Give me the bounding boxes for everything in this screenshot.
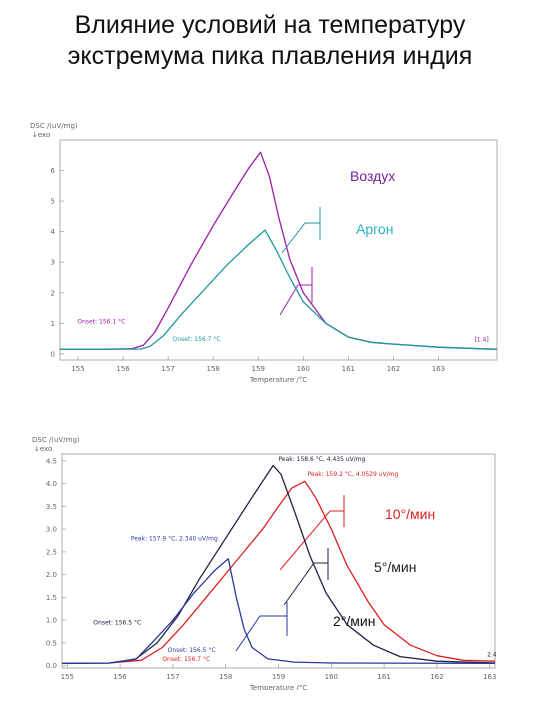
slide-title: Влияние условий на температуру экстремум… [0, 10, 540, 72]
legend-leader-line [279, 284, 312, 316]
x-tick-label: 158 [206, 365, 219, 373]
series-label: 10°/мин [385, 506, 435, 522]
series-label: 5°/мин [374, 559, 416, 575]
point-annotation: 2.4 [487, 652, 497, 659]
series-line [60, 151, 498, 350]
x-tick-label: 163 [483, 673, 496, 681]
x-axis-label: Temperature /°C [249, 684, 307, 690]
x-tick-label: 161 [377, 673, 390, 681]
exo-direction-label: ↓exo [32, 131, 50, 139]
point-annotation: Peak: 159.2 °C, 4.0529 uV/mg [308, 471, 399, 478]
x-tick-label: 161 [342, 365, 355, 373]
x-tick-label: 159 [272, 673, 285, 681]
x-tick-label: 156 [116, 365, 130, 373]
series-label: Аргон [356, 221, 393, 237]
point-annotation: Onset: 156.7 °C [173, 336, 221, 343]
y-tick-label: 1.5 [46, 594, 57, 602]
y-tick-label: 2.0 [46, 571, 57, 579]
y-tick-label: 3 [51, 259, 55, 267]
legend-leader-line [235, 615, 287, 652]
legend-leader-line [283, 562, 328, 606]
x-tick-label: 156 [113, 673, 127, 681]
y-tick-label: 4 [51, 228, 56, 236]
x-tick-label: 158 [219, 673, 232, 681]
x-tick-label: 155 [61, 673, 74, 681]
x-tick-label: 157 [166, 673, 179, 681]
point-annotation: Onset: 156.7 °C [162, 656, 210, 663]
y-tick-label: 0.0 [46, 662, 57, 670]
slide-title-line-1: Влияние условий на температуру [74, 11, 466, 39]
series-line [60, 229, 498, 350]
x-tick-label: 160 [325, 673, 338, 681]
exo-direction-label: ↓exo [34, 445, 52, 453]
y-tick-label: 6 [51, 167, 56, 175]
series-line [61, 480, 496, 665]
y-tick-label: 1.0 [46, 617, 57, 625]
x-tick-label: 159 [252, 365, 265, 373]
point-annotation: [1.4] [474, 337, 488, 344]
y-tick-label: 4.0 [46, 480, 57, 488]
plot-frame [61, 453, 496, 669]
point-annotation: Onset: 156.5 °C [168, 647, 216, 654]
x-tick-label: 160 [297, 365, 310, 373]
x-tick-label: 162 [430, 673, 443, 681]
dsc-chart-atmosphere: 0 1 2 3 4 5 6 155 156 157 158 159 160 161 162 163 DSC /(… [30, 122, 498, 384]
slide-title-line-2: экстремума пика плавления индия [67, 42, 473, 70]
legend-leader-line [281, 222, 320, 254]
point-annotation: Onset: 156.5 °C [93, 620, 141, 627]
x-tick-label: 155 [71, 365, 84, 373]
point-annotation: Peak: 157.9 °C, 2.340 uV/mg [131, 536, 218, 543]
y-axis-label: DSC /(uV/mg) [32, 436, 80, 444]
y-tick-label: 5 [51, 198, 55, 206]
series-label: 2°/мин [333, 613, 375, 629]
y-tick-label: 2 [51, 289, 55, 297]
legend-leader-line [279, 510, 344, 571]
y-tick-label: 2.5 [46, 548, 57, 556]
plot-frame [59, 139, 498, 361]
x-tick-label: 163 [432, 365, 445, 373]
dsc-chart-heating-rate: 0.0 0.5 1.0 1.5 2.0 2.5 3.0 3.5 4.0 4.5 155 156 157 1… [32, 436, 497, 690]
y-tick-label: 0.5 [46, 639, 57, 647]
x-axis-label: Temperature /°C [249, 376, 307, 384]
y-tick-label: 1 [51, 320, 55, 328]
y-axis-label: DSC /(uV/mg) [30, 122, 78, 130]
x-tick-label: 162 [387, 365, 400, 373]
x-tick-label: 157 [161, 365, 174, 373]
y-tick-label: 4.5 [46, 457, 57, 465]
point-annotation: Peak: 158.6 °C, 4.435 uV/mg [279, 456, 366, 463]
y-tick-label: 3.5 [46, 503, 57, 511]
series-label: Воздух [350, 168, 395, 184]
series-line [61, 558, 496, 665]
series-line [61, 464, 496, 665]
y-tick-label: 3.0 [46, 526, 57, 534]
point-annotation: Onset: 156.1 °C [77, 318, 125, 325]
y-tick-label: 0 [51, 350, 55, 358]
